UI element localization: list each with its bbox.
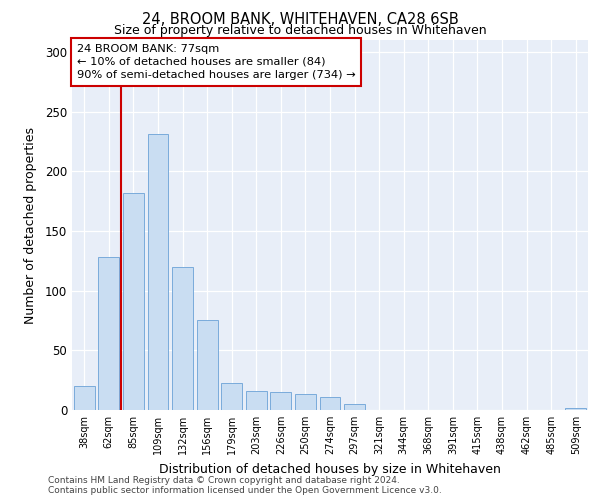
Bar — [148, 134, 169, 410]
Bar — [271, 392, 292, 410]
Bar — [344, 404, 365, 410]
Bar — [221, 382, 242, 410]
Text: 24 BROOM BANK: 77sqm
← 10% of detached houses are smaller (84)
90% of semi-detac: 24 BROOM BANK: 77sqm ← 10% of detached h… — [77, 44, 356, 80]
X-axis label: Distribution of detached houses by size in Whitehaven: Distribution of detached houses by size … — [159, 462, 501, 475]
Bar — [246, 391, 267, 410]
Bar — [123, 193, 144, 410]
Bar — [320, 397, 340, 410]
Text: Contains HM Land Registry data © Crown copyright and database right 2024.: Contains HM Land Registry data © Crown c… — [48, 476, 400, 485]
Text: Contains public sector information licensed under the Open Government Licence v3: Contains public sector information licen… — [48, 486, 442, 495]
Text: Size of property relative to detached houses in Whitehaven: Size of property relative to detached ho… — [113, 24, 487, 37]
Bar — [295, 394, 316, 410]
Text: 24, BROOM BANK, WHITEHAVEN, CA28 6SB: 24, BROOM BANK, WHITEHAVEN, CA28 6SB — [142, 12, 458, 28]
Y-axis label: Number of detached properties: Number of detached properties — [23, 126, 37, 324]
Bar — [74, 386, 95, 410]
Bar — [197, 320, 218, 410]
Bar — [98, 257, 119, 410]
Bar — [172, 267, 193, 410]
Bar — [565, 408, 586, 410]
